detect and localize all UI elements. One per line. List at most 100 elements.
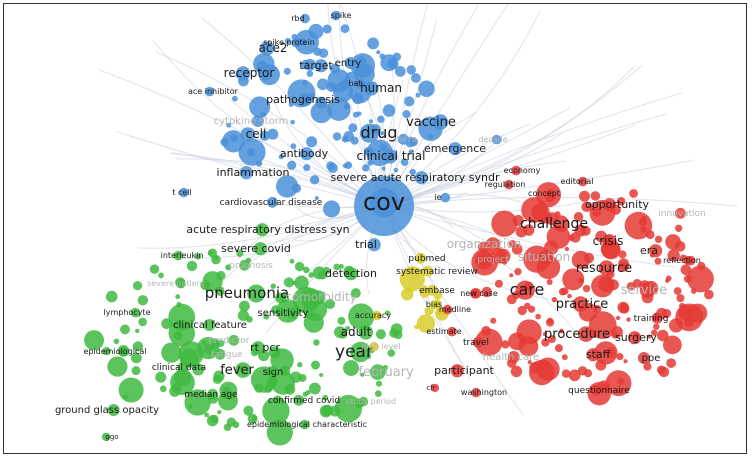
red-cluster-node[interactable] — [639, 282, 656, 298]
green-cluster-node[interactable] — [375, 380, 383, 387]
green-cluster-node[interactable] — [235, 362, 251, 378]
red-cluster-node[interactable] — [573, 212, 584, 222]
green-cluster-node[interactable] — [375, 329, 386, 340]
node-label-severe-covid[interactable]: severe covid — [221, 242, 291, 255]
green-cluster-node[interactable] — [348, 303, 375, 330]
red-cluster-node[interactable] — [645, 230, 655, 240]
green-cluster-node[interactable] — [161, 342, 182, 363]
blue-cluster-node[interactable] — [355, 78, 365, 89]
node-label-decade[interactable]: decade — [478, 135, 507, 144]
blue-cluster-node[interactable] — [179, 187, 189, 198]
green-cluster-node[interactable] — [169, 385, 181, 397]
red-cluster-node[interactable] — [545, 188, 556, 199]
red-cluster-node[interactable] — [590, 191, 601, 201]
green-cluster-node[interactable] — [319, 372, 324, 378]
red-cluster-node[interactable] — [665, 234, 681, 250]
blue-cluster-node[interactable] — [340, 24, 350, 34]
red-cluster-node[interactable] — [680, 264, 692, 276]
blue-cluster-node[interactable] — [404, 96, 415, 107]
red-cluster-node[interactable] — [450, 364, 464, 378]
green-cluster-node[interactable] — [338, 264, 344, 269]
green-cluster-node[interactable] — [243, 405, 254, 416]
blue-cluster-node[interactable] — [259, 130, 270, 141]
blue-cluster-node[interactable] — [220, 137, 229, 147]
blue-cluster-node[interactable] — [290, 143, 297, 150]
green-cluster-node[interactable] — [246, 315, 253, 323]
green-cluster-node[interactable] — [289, 258, 295, 264]
red-cluster-node[interactable] — [662, 335, 682, 355]
green-cluster-node[interactable] — [118, 346, 129, 357]
red-cluster-node[interactable] — [618, 258, 630, 270]
red-cluster-node[interactable] — [478, 253, 490, 265]
blue-cluster-node[interactable] — [406, 65, 416, 75]
red-cluster-node[interactable] — [591, 384, 602, 396]
blue-cluster-node[interactable] — [315, 96, 328, 109]
red-cluster-node[interactable] — [472, 336, 484, 348]
green-cluster-node[interactable] — [266, 366, 279, 378]
red-cluster-node[interactable] — [626, 317, 631, 322]
red-cluster-node[interactable] — [524, 302, 531, 309]
node-label-participant[interactable]: participant — [434, 364, 494, 377]
blue-cluster-node[interactable] — [314, 59, 328, 73]
blue-cluster-node[interactable] — [232, 95, 238, 102]
node-label-pubmed[interactable]: pubmed — [408, 254, 445, 264]
red-cluster-node[interactable] — [554, 344, 563, 353]
red-cluster-node[interactable] — [603, 198, 617, 212]
yellow-cluster-node[interactable] — [372, 310, 382, 321]
green-cluster-node[interactable] — [228, 334, 240, 346]
red-cluster-node[interactable] — [491, 248, 507, 264]
node-label-severe-acute-respiratory-syndr[interactable]: severe acute respiratory syndr — [330, 171, 500, 184]
yellow-cluster-node[interactable] — [436, 308, 444, 316]
node-label-comorbidity[interactable]: comorbidity — [285, 290, 357, 304]
red-cluster-node[interactable] — [628, 331, 642, 345]
green-cluster-node[interactable] — [186, 260, 198, 272]
blue-cluster-node[interactable] — [290, 119, 295, 125]
blue-cluster-node[interactable] — [284, 37, 292, 45]
node-label-epidemiological[interactable]: epidemiological — [83, 347, 146, 356]
node-label-vaccine[interactable]: vaccine — [406, 115, 456, 130]
node-label-opportunity[interactable]: opportunity — [585, 198, 650, 211]
blue-cluster-node[interactable] — [251, 115, 264, 127]
blue-cluster-node[interactable] — [367, 238, 381, 252]
node-label-confirmed-covid[interactable]: confirmed covid — [268, 396, 340, 406]
blue-cluster-node[interactable] — [283, 67, 291, 75]
green-cluster-node[interactable] — [137, 295, 149, 306]
red-cluster-node[interactable] — [471, 387, 481, 398]
green-cluster-node[interactable] — [350, 288, 361, 299]
green-cluster-node[interactable] — [384, 310, 391, 316]
green-cluster-node[interactable] — [343, 360, 359, 377]
red-cluster-node[interactable] — [615, 315, 621, 321]
node-label-questionnaire[interactable]: questionnaire — [568, 386, 630, 396]
blue-cluster-node[interactable] — [381, 166, 386, 171]
red-cluster-node[interactable] — [618, 250, 627, 259]
node-label-cov[interactable]: cov — [363, 188, 405, 216]
yellow-cluster-node[interactable] — [416, 314, 436, 333]
blue-cluster-node[interactable] — [409, 168, 416, 176]
node-label-economy[interactable]: economy — [504, 166, 541, 175]
blue-cluster-node[interactable] — [327, 97, 351, 121]
yellow-cluster-node[interactable] — [414, 324, 419, 330]
blue-cluster-node[interactable] — [306, 136, 318, 148]
node-label-systematic-review[interactable]: systematic review — [396, 267, 478, 277]
green-cluster-node[interactable] — [324, 298, 336, 310]
green-cluster-node[interactable] — [101, 432, 111, 442]
green-cluster-node[interactable] — [120, 324, 130, 335]
green-cluster-node[interactable] — [175, 294, 181, 300]
green-cluster-node[interactable] — [107, 356, 128, 377]
green-cluster-node[interactable] — [290, 371, 302, 383]
node-label-prognosis[interactable]: prognosis — [229, 261, 273, 271]
blue-cluster-node[interactable] — [397, 133, 409, 145]
red-cluster-node[interactable] — [490, 317, 497, 324]
blue-cluster-node[interactable] — [323, 200, 341, 218]
node-label-lymphocyte[interactable]: lymphocyte — [104, 308, 151, 317]
yellow-cluster-node[interactable] — [430, 299, 441, 310]
blue-cluster-node[interactable] — [318, 48, 329, 58]
node-label-acute-respiratory-distress-syn[interactable]: acute respiratory distress syn — [186, 223, 349, 236]
red-cluster-node[interactable] — [577, 176, 588, 187]
green-cluster-node[interactable] — [297, 362, 303, 368]
green-cluster-node[interactable] — [192, 363, 205, 376]
red-cluster-node[interactable] — [538, 359, 549, 370]
red-cluster-node[interactable] — [648, 244, 663, 258]
green-cluster-node[interactable] — [279, 365, 291, 376]
green-cluster-node[interactable] — [270, 283, 276, 289]
